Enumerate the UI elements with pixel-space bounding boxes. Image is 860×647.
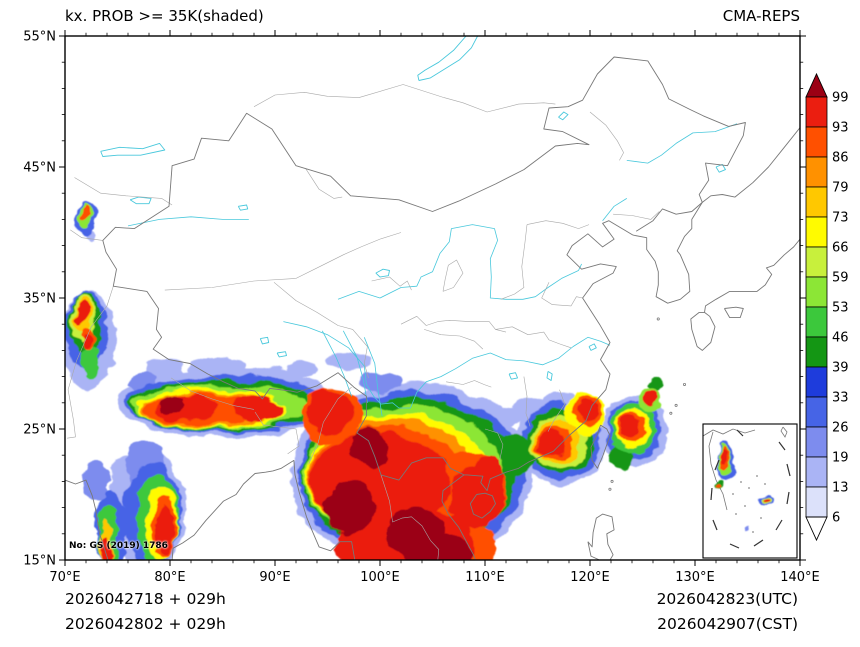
valid-time-utc: 2026042823(UTC) <box>656 590 798 608</box>
svg-text:140°E: 140°E <box>780 570 820 585</box>
svg-text:15°N: 15°N <box>23 554 56 569</box>
svg-text:25°N: 25°N <box>23 423 56 438</box>
svg-text:33: 33 <box>832 391 849 406</box>
svg-text:99: 99 <box>832 91 849 106</box>
svg-text:80°E: 80°E <box>154 570 185 585</box>
svg-text:35°N: 35°N <box>23 292 56 307</box>
south-china-sea-inset <box>702 423 798 559</box>
svg-text:13: 13 <box>832 481 849 496</box>
svg-text:26: 26 <box>832 421 849 436</box>
svg-text:100°E: 100°E <box>360 570 400 585</box>
init-time-cst: 2026042802 + 029h <box>65 615 226 633</box>
svg-text:130°E: 130°E <box>675 570 715 585</box>
svg-text:6: 6 <box>832 511 840 526</box>
valid-time-cst: 2026042907(CST) <box>657 615 798 633</box>
init-times: 2026042718 + 029h 2026042802 + 029h <box>65 587 226 637</box>
svg-text:59: 59 <box>832 271 849 286</box>
svg-text:93: 93 <box>832 121 849 136</box>
map-license-note: No: GS (2019) 1786 <box>69 541 168 551</box>
colorbar: 99 93 86 79 73 66 59 53 46 39 33 26 19 13 6 <box>805 72 849 542</box>
svg-text:45°N: 45°N <box>23 161 56 176</box>
map-boundaries <box>65 36 800 560</box>
valid-times: 2026042823(UTC) 2026042907(CST) <box>657 587 798 637</box>
svg-text:86: 86 <box>832 151 849 166</box>
svg-text:53: 53 <box>832 301 849 316</box>
svg-text:39: 39 <box>832 361 849 376</box>
svg-text:55°N: 55°N <box>23 30 56 45</box>
svg-text:66: 66 <box>832 241 849 256</box>
model-name: CMA-REPS <box>722 7 800 25</box>
shading-clip <box>65 202 668 560</box>
init-time-utc: 2026042718 + 029h <box>65 590 226 608</box>
svg-text:120°E: 120°E <box>570 570 610 585</box>
svg-text:46: 46 <box>832 331 849 346</box>
svg-text:70°E: 70°E <box>49 570 80 585</box>
svg-text:19: 19 <box>832 451 849 466</box>
chart-title: kx. PROB >= 35K(shaded) <box>65 7 264 25</box>
svg-text:73: 73 <box>832 211 849 226</box>
probability-shading <box>65 202 668 560</box>
axes-frame: 70°E 80°E 90°E 100°E 110°E 120°E 130°E 140°E 55°… <box>23 30 820 586</box>
svg-text:90°E: 90°E <box>259 570 290 585</box>
svg-text:79: 79 <box>832 181 849 196</box>
svg-text:110°E: 110°E <box>465 570 505 585</box>
